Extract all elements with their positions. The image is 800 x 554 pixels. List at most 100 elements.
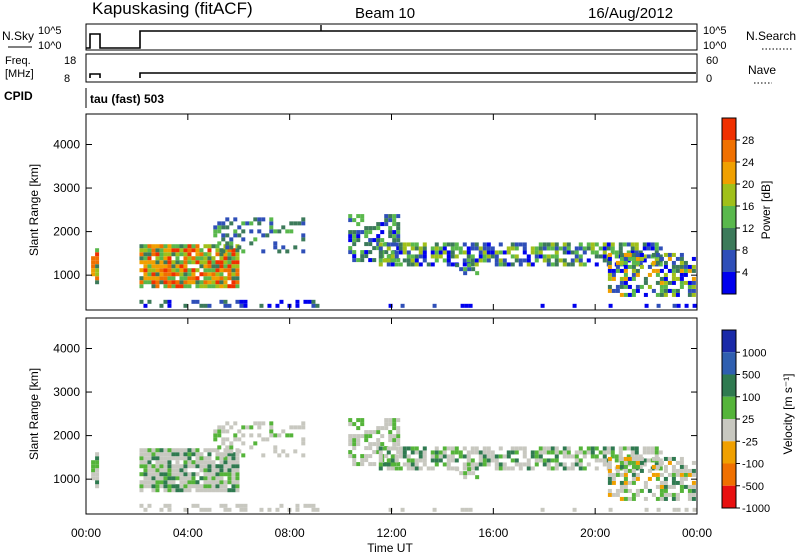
data-cell <box>554 450 559 455</box>
data-cell <box>422 446 427 451</box>
data-cell <box>582 454 587 459</box>
data-cell <box>630 250 635 255</box>
data-cell <box>163 452 168 457</box>
data-cell <box>602 462 607 467</box>
data-cell <box>195 268 200 273</box>
data-cell <box>237 449 242 454</box>
data-cell <box>360 422 365 427</box>
data-cell <box>390 262 395 267</box>
data-cell <box>171 260 176 265</box>
data-cell <box>231 472 236 477</box>
data-cell <box>219 299 224 304</box>
data-cell <box>241 237 246 242</box>
data-cell <box>356 426 361 431</box>
data-cell <box>642 246 647 251</box>
data-cell <box>410 262 415 267</box>
data-cell <box>434 250 439 255</box>
data-cell <box>418 454 423 459</box>
data-cell <box>482 458 487 463</box>
data-cell <box>394 454 399 459</box>
data-cell <box>635 284 640 289</box>
data-cell <box>155 280 160 285</box>
data-cell <box>450 466 455 471</box>
data-cell <box>550 246 555 251</box>
data-cell <box>466 450 471 455</box>
data-cell <box>267 507 272 512</box>
colorbar-swatch <box>722 118 736 140</box>
data-cell <box>215 468 220 473</box>
data-cell <box>221 233 226 238</box>
data-cell <box>352 218 357 223</box>
data-cell <box>402 242 407 247</box>
data-cell <box>199 280 204 285</box>
data-cell <box>203 472 208 477</box>
data-cell <box>301 249 306 254</box>
data-cell <box>635 476 640 481</box>
data-cell <box>376 442 381 447</box>
data-cell <box>635 492 640 497</box>
data-cell <box>642 450 647 455</box>
data-cell <box>253 441 258 446</box>
data-cell <box>233 433 238 438</box>
data-cell <box>231 272 236 277</box>
data-cell <box>155 252 160 257</box>
data-cell <box>554 258 559 263</box>
data-cell <box>635 256 640 261</box>
data-cell <box>295 507 300 512</box>
data-cell <box>227 276 232 281</box>
data-cell <box>171 456 176 461</box>
data-cell <box>655 260 660 265</box>
data-cell <box>639 256 644 261</box>
data-cell <box>147 448 152 453</box>
data-cell <box>233 217 238 222</box>
colorbar-tick-label: 20 <box>742 179 754 191</box>
data-cell <box>655 464 660 469</box>
data-cell <box>562 450 567 455</box>
data-cell <box>91 256 96 261</box>
data-cell <box>139 256 144 261</box>
data-cell <box>221 429 226 434</box>
data-cell <box>615 260 620 265</box>
data-cell <box>207 468 212 473</box>
data-cell <box>139 480 144 485</box>
data-cell <box>672 507 677 512</box>
data-cell <box>241 441 246 446</box>
data-cell <box>554 458 559 463</box>
data-cell <box>183 264 188 269</box>
data-cell <box>454 446 459 451</box>
data-cell <box>203 480 208 485</box>
data-cell <box>562 446 567 451</box>
data-cell <box>514 246 519 251</box>
data-cell <box>623 256 628 261</box>
data-cell <box>394 250 399 255</box>
data-cell <box>455 467 460 472</box>
data-cell <box>175 272 180 277</box>
nave-right-tick-top: 60 <box>706 55 718 67</box>
data-cell <box>356 238 361 243</box>
data-cell <box>691 268 696 273</box>
data-cell <box>671 468 676 473</box>
data-cell <box>627 252 632 257</box>
data-cell <box>691 492 696 497</box>
data-cell <box>155 452 160 457</box>
data-cell <box>211 244 216 249</box>
data-cell <box>554 454 559 459</box>
data-cell <box>494 258 499 263</box>
data-cell <box>442 246 447 251</box>
data-cell <box>139 276 144 281</box>
data-cell <box>378 462 383 467</box>
data-cell <box>502 262 507 267</box>
data-cell <box>639 264 644 269</box>
data-cell <box>303 503 308 508</box>
data-cell <box>213 433 218 438</box>
data-cell <box>647 264 652 269</box>
data-cell <box>297 425 302 430</box>
data-cell <box>211 488 216 493</box>
data-cell <box>654 242 659 247</box>
data-cell <box>195 248 200 253</box>
data-cell <box>215 480 220 485</box>
data-cell <box>163 484 168 489</box>
data-cell <box>179 484 184 489</box>
data-cell <box>191 248 196 253</box>
data-cell <box>446 250 451 255</box>
